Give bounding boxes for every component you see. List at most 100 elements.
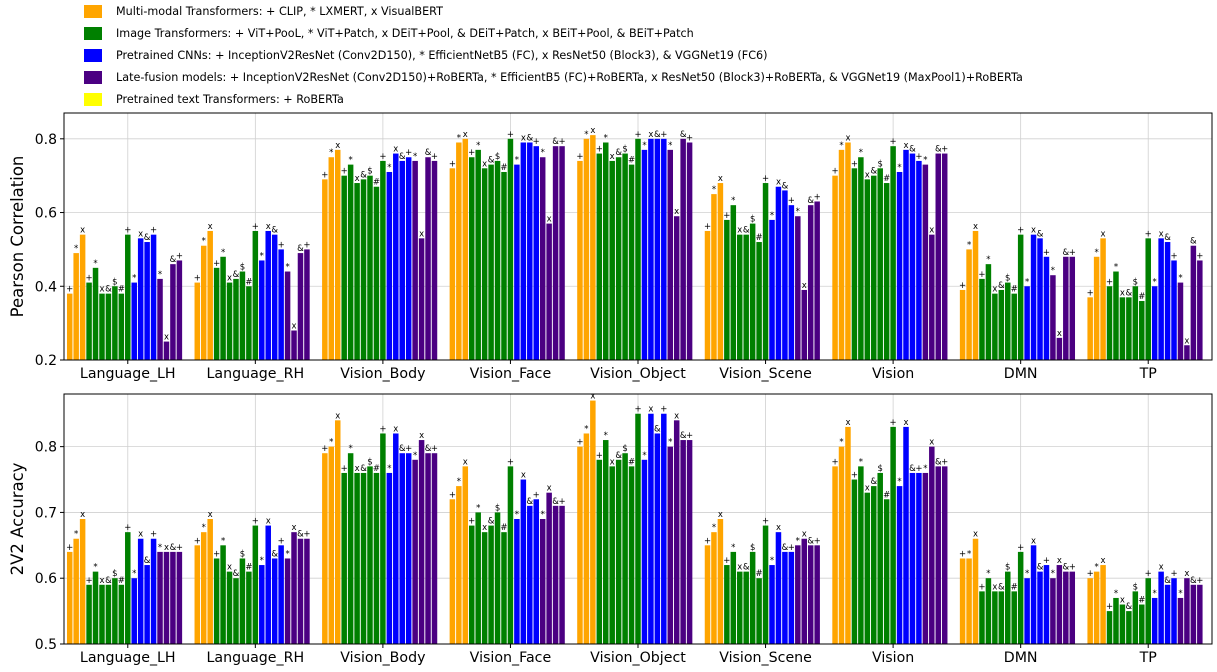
bar-marker-label: +: [341, 464, 348, 474]
bar: [163, 341, 170, 360]
bar-marker-label: +: [252, 222, 259, 232]
bar: [125, 234, 131, 360]
bar: [635, 138, 641, 360]
bar: [226, 571, 233, 644]
bar: [1164, 242, 1171, 360]
bar: [877, 472, 883, 644]
bar: [864, 492, 871, 644]
bar-marker-label: x: [393, 424, 398, 434]
bar: [864, 179, 871, 360]
bar: [278, 249, 284, 360]
bar: [431, 453, 438, 644]
bar: [297, 253, 304, 360]
bar-marker-label: +: [341, 167, 348, 177]
bar: [1177, 282, 1184, 360]
bar: [144, 565, 150, 644]
bar: [1126, 611, 1132, 644]
y-tick-label: 0.7: [35, 505, 57, 521]
bar-marker-label: x: [547, 215, 552, 225]
bar: [468, 525, 475, 644]
bar-marker-label: +: [194, 274, 201, 284]
bar-marker-label: x: [1184, 569, 1189, 579]
bar-marker-label: $: [240, 549, 245, 559]
bar-marker-label: &: [105, 285, 112, 295]
bar: [462, 138, 469, 360]
bar-marker-label: +: [66, 285, 73, 295]
bar: [533, 499, 539, 644]
bar: [1024, 578, 1030, 644]
bar: [1043, 256, 1050, 360]
bar: [985, 578, 992, 644]
bar: [769, 219, 775, 360]
bar: [704, 545, 711, 644]
bar: [724, 219, 730, 360]
bar-marker-label: #: [628, 457, 635, 467]
bar-marker-label: +: [558, 497, 565, 507]
bar-marker-label: *: [967, 240, 971, 250]
bar-marker-label: &: [425, 148, 432, 158]
bar: [1063, 256, 1069, 360]
bar: [468, 157, 475, 360]
bar-marker-label: +: [124, 523, 131, 533]
bar: [200, 245, 207, 360]
bar: [590, 400, 596, 644]
bar-marker-label: +: [278, 536, 285, 546]
bar: [546, 223, 552, 360]
bar-marker-label: x: [590, 126, 595, 136]
bar-marker-label: &: [615, 148, 622, 158]
bar-marker-label: +: [959, 549, 966, 559]
bar: [527, 142, 533, 360]
bar: [118, 293, 125, 360]
bar-marker-label: x: [99, 576, 104, 586]
legend-swatch: [84, 26, 102, 40]
bar: [769, 565, 775, 644]
bar-marker-label: &: [488, 156, 495, 166]
y-tick-label: 0.8: [35, 132, 57, 148]
bar-marker-label: +: [1196, 251, 1203, 261]
bar-marker-label: +: [660, 130, 667, 140]
bar: [304, 538, 310, 644]
bar-marker-label: x: [674, 411, 679, 421]
bar: [1197, 584, 1203, 644]
bar-marker-label: &: [807, 196, 814, 206]
bar-marker-label: x: [903, 141, 908, 151]
bar: [150, 234, 157, 360]
bar-marker-label: +: [851, 471, 858, 481]
bar: [795, 216, 801, 360]
bar: [603, 440, 609, 644]
bar: [334, 149, 341, 360]
bar-marker-label: *: [413, 152, 417, 162]
bar-marker-label: x: [802, 530, 807, 540]
bar: [105, 293, 112, 360]
bar-marker-label: $: [750, 215, 755, 225]
bar-marker-label: x: [208, 510, 213, 520]
bar-marker-label: x: [208, 222, 213, 232]
bar: [673, 216, 680, 360]
bar-marker-label: *: [515, 510, 519, 520]
legend-item-multimodal: Multi-modal Transformers: + CLIP, * LXME…: [84, 3, 443, 19]
bar-marker-label: +: [686, 431, 693, 441]
bar-marker-label: x: [355, 174, 360, 184]
bar-marker-label: &: [1062, 563, 1069, 573]
bar: [252, 525, 259, 644]
bar-marker-label: x: [547, 484, 552, 494]
bar: [756, 242, 762, 360]
x-tick-label: Vision_Object: [590, 650, 686, 666]
bar: [481, 168, 488, 360]
bar: [596, 153, 603, 360]
bar-marker-label: #: [628, 156, 635, 166]
bar-marker-label: &: [935, 457, 942, 467]
bar-marker-label: x: [482, 159, 487, 169]
bar: [163, 551, 170, 644]
bar-marker-label: +: [449, 490, 456, 500]
bar-marker-label: +: [941, 145, 948, 155]
bar-marker-label: x: [292, 523, 297, 533]
bar: [246, 571, 252, 644]
bar-marker-label: *: [796, 536, 800, 546]
bar-marker-label: x: [419, 431, 424, 441]
bar-marker-label: +: [941, 457, 948, 467]
bar: [832, 175, 838, 360]
bar: [207, 519, 213, 644]
bar-marker-label: +: [1069, 248, 1076, 258]
